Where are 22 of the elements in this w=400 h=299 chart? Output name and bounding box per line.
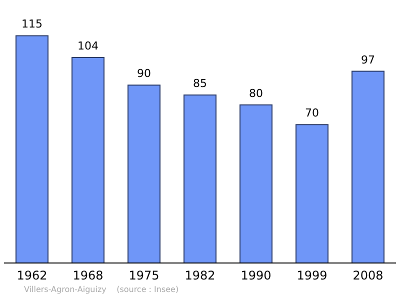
x-tick-label: 1962: [16, 268, 48, 283]
bar: [184, 94, 216, 264]
data-label: 104: [78, 39, 98, 52]
data-label: 70: [305, 106, 319, 120]
x-tick-label: 1990: [240, 268, 272, 283]
text: Villers-Agron-Aiguizy (source : Insee): [24, 285, 179, 294]
data-label: 85: [193, 77, 207, 90]
bar: [240, 104, 272, 264]
data-label: 90: [137, 67, 151, 80]
bar: [296, 124, 328, 264]
bar: [128, 84, 160, 264]
data-label: 80: [249, 86, 263, 100]
bar: [16, 35, 48, 264]
x-tick-label: 1999: [296, 268, 328, 283]
bar: [72, 56, 104, 264]
data-label: 115: [22, 18, 42, 31]
x-tick-label: 1975: [128, 268, 160, 283]
bar: [352, 70, 384, 264]
x-tick-label: 1982: [184, 268, 216, 283]
x-tick-label: 2008: [352, 268, 384, 283]
x-tick-label: 1968: [72, 268, 104, 283]
data-label: 97: [361, 53, 375, 66]
